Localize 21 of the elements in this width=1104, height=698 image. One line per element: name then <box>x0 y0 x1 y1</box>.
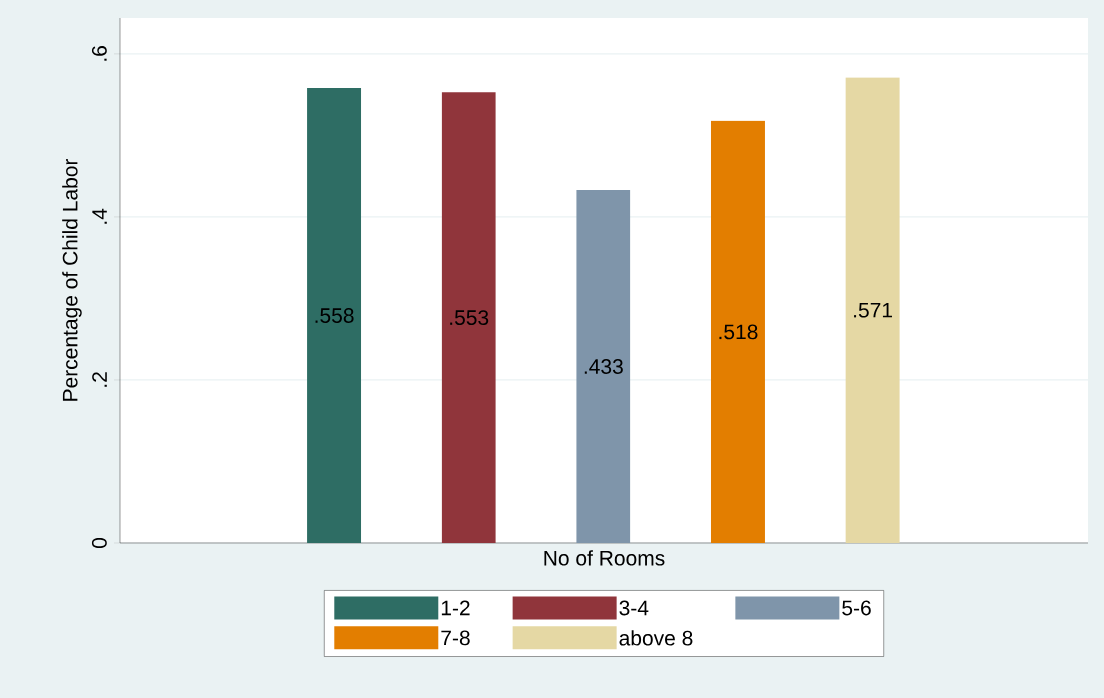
y-tick-label: .6 <box>91 46 107 61</box>
bar <box>307 88 362 543</box>
data-label: .571 <box>854 302 892 318</box>
data-label: .558 <box>315 308 354 323</box>
data-label: .553 <box>450 310 489 326</box>
y-tick-label: .2 <box>92 372 107 387</box>
x-axis-title: No of Rooms <box>544 550 665 566</box>
bar <box>845 77 900 543</box>
y-axis-title: Percentage of Child Labor <box>62 158 82 401</box>
bar <box>710 120 765 543</box>
data-label: .433 <box>584 359 623 374</box>
legend-label: above 8 <box>619 630 693 646</box>
legend-label: 5-6 <box>842 600 871 616</box>
y-tick-label: .4 <box>92 208 107 224</box>
legend-label: 3-4 <box>619 600 649 616</box>
bar <box>441 92 496 543</box>
y-tick-label: 0 <box>91 537 107 549</box>
legend-label: 7-8 <box>441 630 470 646</box>
data-label: .518 <box>719 324 758 340</box>
legend-label: 1-2 <box>441 600 470 616</box>
bar <box>576 190 631 543</box>
